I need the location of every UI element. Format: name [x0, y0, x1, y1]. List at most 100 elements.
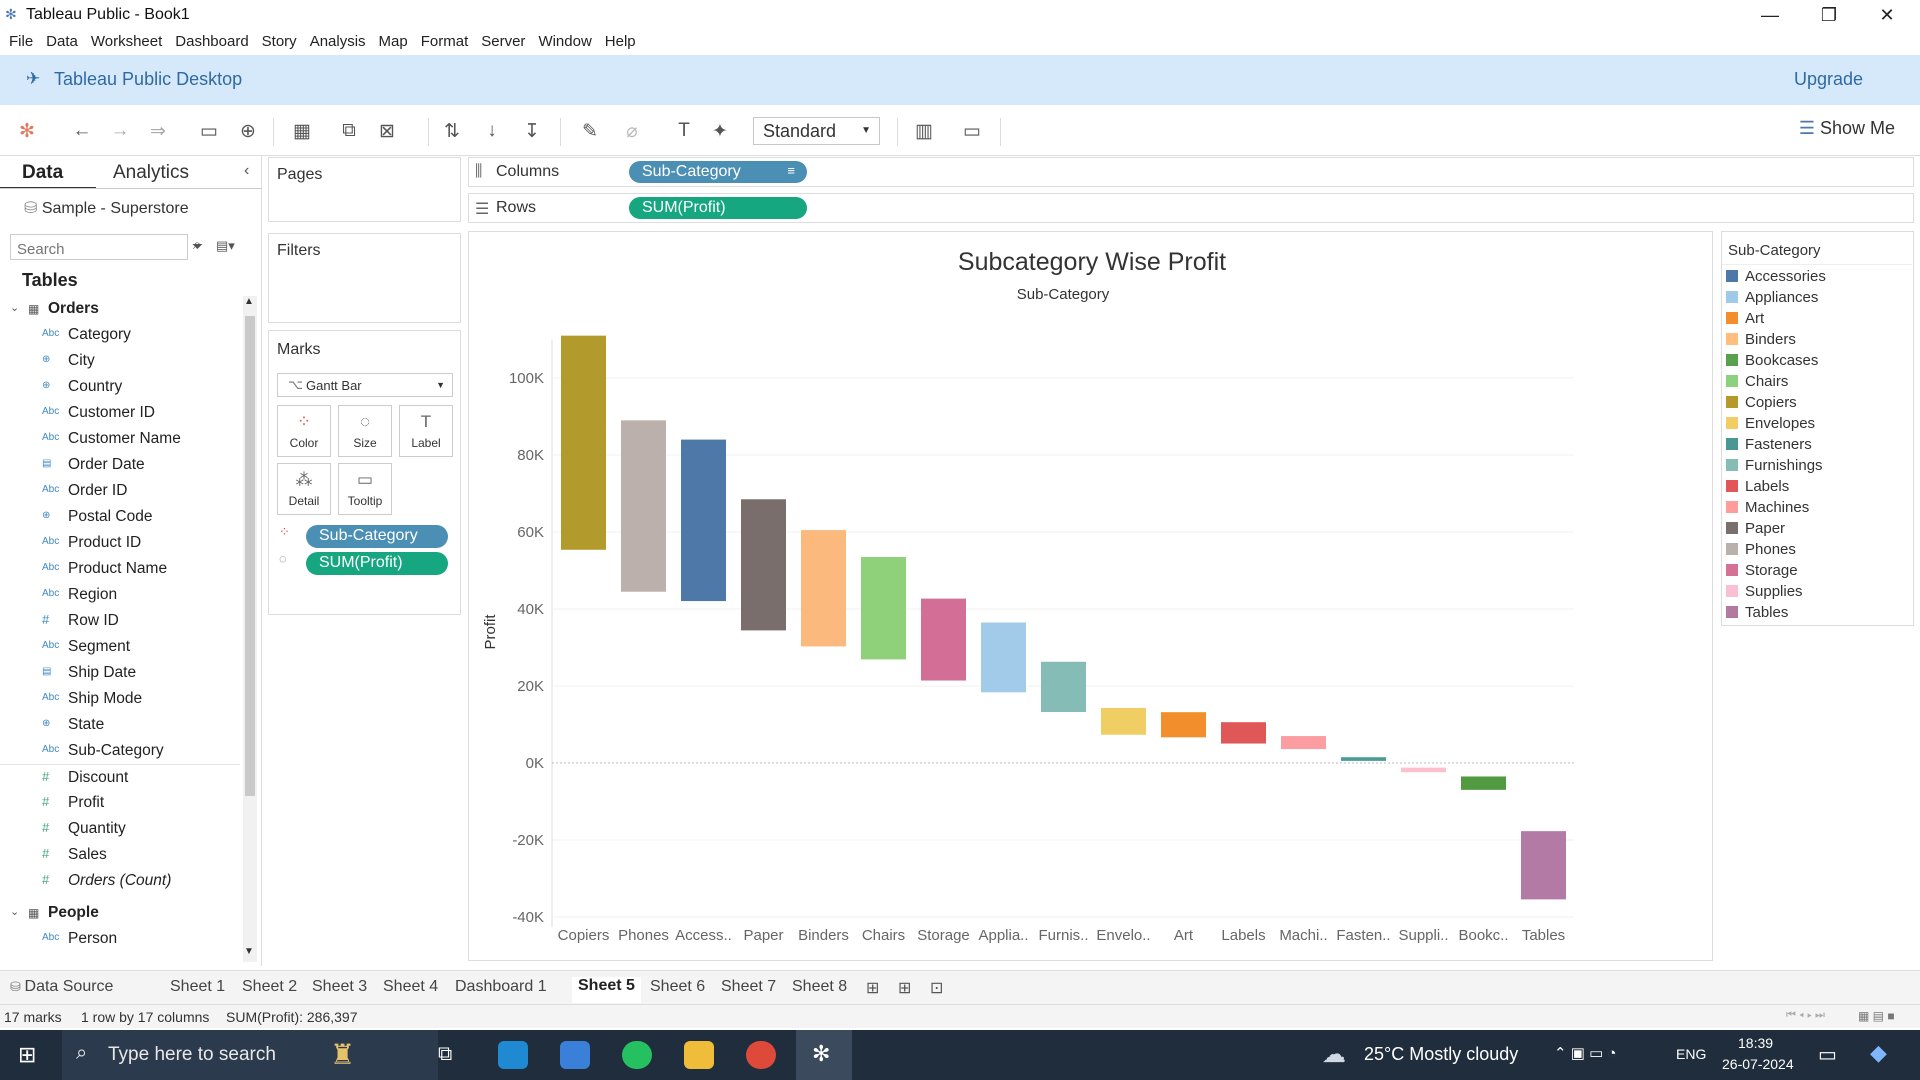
menu-data[interactable]: Data — [46, 33, 78, 50]
x-category-label[interactable]: Storage — [917, 927, 970, 944]
sheet-tab[interactable]: Sheet 2 — [242, 978, 298, 995]
field-item[interactable]: Abc Sub-Category — [0, 738, 240, 764]
gantt-bar[interactable] — [1281, 736, 1326, 750]
notifications-icon[interactable]: ▭ — [1818, 1044, 1837, 1066]
new-story-tab-icon[interactable]: ⊡ — [930, 980, 944, 997]
windows-start-icon[interactable]: ⊞ — [18, 1042, 37, 1067]
field-item[interactable]: ▤ Order Date — [0, 452, 240, 478]
table-group[interactable]: ⌄ ▦ People — [0, 900, 240, 926]
legend-item[interactable]: Envelopes — [1726, 415, 1815, 436]
menu-worksheet[interactable]: Worksheet — [90, 33, 163, 50]
pages-shelf[interactable]: Pages — [268, 157, 461, 222]
legend-item[interactable]: Phones — [1726, 541, 1796, 562]
field-item[interactable]: ▤ Ship Date — [0, 660, 240, 686]
scroll-up-icon[interactable]: ▲ — [244, 296, 254, 307]
new-datasource-icon[interactable]: ⊕ — [240, 121, 256, 142]
legend-item[interactable]: Appliances — [1726, 289, 1818, 310]
x-category-label[interactable]: Furnis.. — [1038, 927, 1088, 944]
new-dashboard-tab-icon[interactable]: ⊞ — [898, 980, 912, 997]
field-item[interactable]: ⊕ State — [0, 712, 240, 738]
mark-type-dropdown[interactable]: ⌥ Gantt Bar ▼ — [277, 373, 453, 397]
field-item[interactable]: ⊕ Country — [0, 374, 240, 400]
x-category-label[interactable]: Bookc.. — [1458, 927, 1508, 944]
tableau-logo-icon[interactable]: ✻ — [19, 121, 35, 142]
legend-item[interactable]: Machines — [1726, 499, 1809, 520]
chrome-icon[interactable] — [746, 1041, 776, 1069]
gantt-bar[interactable] — [1221, 722, 1266, 744]
field-item[interactable]: Abc Product Name — [0, 556, 240, 582]
language-indicator[interactable]: ENG — [1676, 1046, 1707, 1062]
sort-ascending-icon[interactable]: ↓ — [487, 120, 497, 141]
field-item[interactable]: # Orders (Count) — [0, 868, 240, 894]
tableau-taskbar-button[interactable]: ✻ — [796, 1030, 852, 1080]
field-item[interactable]: Abc Region — [0, 582, 240, 608]
legend-item[interactable]: Fasteners — [1726, 436, 1812, 457]
whatsapp-icon[interactable] — [622, 1041, 652, 1069]
close-button[interactable]: ✕ — [1879, 5, 1895, 25]
fix-axes-icon[interactable]: ✦ — [712, 121, 728, 142]
datasource-name[interactable]: ⛁ Sample - Superstore — [24, 198, 189, 218]
x-category-label[interactable]: Envelo.. — [1096, 927, 1150, 944]
x-category-label[interactable]: Phones — [618, 927, 669, 944]
legend-item[interactable]: Art — [1726, 310, 1764, 331]
presentation-icon[interactable]: ▭ — [963, 121, 981, 142]
profit-size-pill[interactable]: SUM(Profit) — [306, 552, 448, 575]
file-explorer-icon[interactable] — [684, 1041, 714, 1069]
color-button[interactable]: ⁘ Color — [277, 405, 331, 457]
redo-icon[interactable]: → — [110, 120, 130, 141]
field-item[interactable]: Abc Category — [0, 322, 240, 348]
field-item[interactable]: Abc Ship Mode — [0, 686, 240, 712]
clock-date[interactable]: 26-07-2024 — [1722, 1056, 1794, 1072]
subcategory-color-pill[interactable]: Sub-Category — [306, 525, 448, 548]
gantt-bar[interactable] — [1041, 661, 1086, 713]
legend-item[interactable]: Storage — [1726, 562, 1798, 583]
gantt-bar[interactable] — [561, 335, 606, 550]
clock-time[interactable]: 18:39 — [1738, 1035, 1774, 1051]
gantt-bar[interactable] — [1101, 707, 1146, 735]
scroll-thumb[interactable] — [245, 316, 255, 796]
x-category-label[interactable]: Labels — [1221, 927, 1265, 944]
field-item[interactable]: Abc Product ID — [0, 530, 240, 556]
upgrade-link[interactable]: Upgrade — [1793, 69, 1863, 89]
field-item[interactable]: Abc Person — [0, 926, 240, 952]
restore-button[interactable]: ❐ — [1820, 5, 1838, 25]
expand-icon[interactable]: ⌄ — [10, 302, 20, 314]
gantt-bar[interactable] — [681, 439, 726, 602]
replay-icon[interactable]: ⇒ — [150, 121, 166, 142]
tooltip-button[interactable]: ▭ Tooltip — [338, 463, 392, 515]
gantt-bar[interactable] — [1461, 776, 1506, 790]
save-icon[interactable]: ▭ — [200, 121, 218, 142]
menu-dashboard[interactable]: Dashboard — [175, 33, 249, 50]
taskbar-search[interactable]: ⌕ Type here to search ♜ — [62, 1030, 438, 1080]
fit-dropdown[interactable]: Standard ▼ — [753, 117, 880, 145]
gantt-bar[interactable] — [621, 420, 666, 592]
gantt-bar[interactable] — [1161, 712, 1206, 738]
sheet-tab[interactable]: Sheet 8 — [792, 978, 848, 995]
duplicate-sheet-icon[interactable]: ⧉ — [342, 120, 356, 141]
legend-item[interactable]: Furnishings — [1726, 457, 1823, 478]
gantt-bar[interactable] — [741, 499, 786, 631]
weather-text[interactable]: 25°C Mostly cloudy — [1364, 1044, 1519, 1064]
x-category-label[interactable]: Copiers — [558, 927, 610, 944]
gantt-bar[interactable] — [1341, 757, 1386, 761]
field-item[interactable]: # Profit — [0, 790, 240, 816]
rows-shelf[interactable]: ☰ Rows SUM(Profit) — [468, 193, 1914, 223]
x-category-label[interactable]: Tables — [1522, 927, 1565, 944]
task-view-icon[interactable]: ⧉ — [438, 1043, 453, 1065]
sheet-tab-active[interactable]: Sheet 5 — [572, 977, 641, 1003]
label-button[interactable]: T Label — [399, 405, 453, 457]
x-category-label[interactable]: Fasten.. — [1336, 927, 1390, 944]
sheet-tab[interactable]: Sheet 3 — [312, 978, 368, 995]
mail-icon[interactable] — [560, 1041, 590, 1069]
legend-item[interactable]: Binders — [1726, 331, 1796, 352]
table-group[interactable]: ⌄ ▦ Orders — [0, 296, 240, 322]
cards-icon[interactable]: ▥ — [915, 121, 933, 142]
sheet-tab[interactable]: Sheet 6 — [650, 978, 706, 995]
menu-format[interactable]: Format — [420, 33, 469, 50]
menu-map[interactable]: Map — [378, 33, 408, 50]
clear-sheet-icon[interactable]: ⊠ — [379, 121, 395, 142]
edge-icon[interactable] — [498, 1041, 528, 1069]
legend-item[interactable]: Labels — [1726, 478, 1789, 499]
menu-analysis[interactable]: Analysis — [309, 33, 366, 50]
x-category-label[interactable]: Chairs — [862, 927, 905, 944]
